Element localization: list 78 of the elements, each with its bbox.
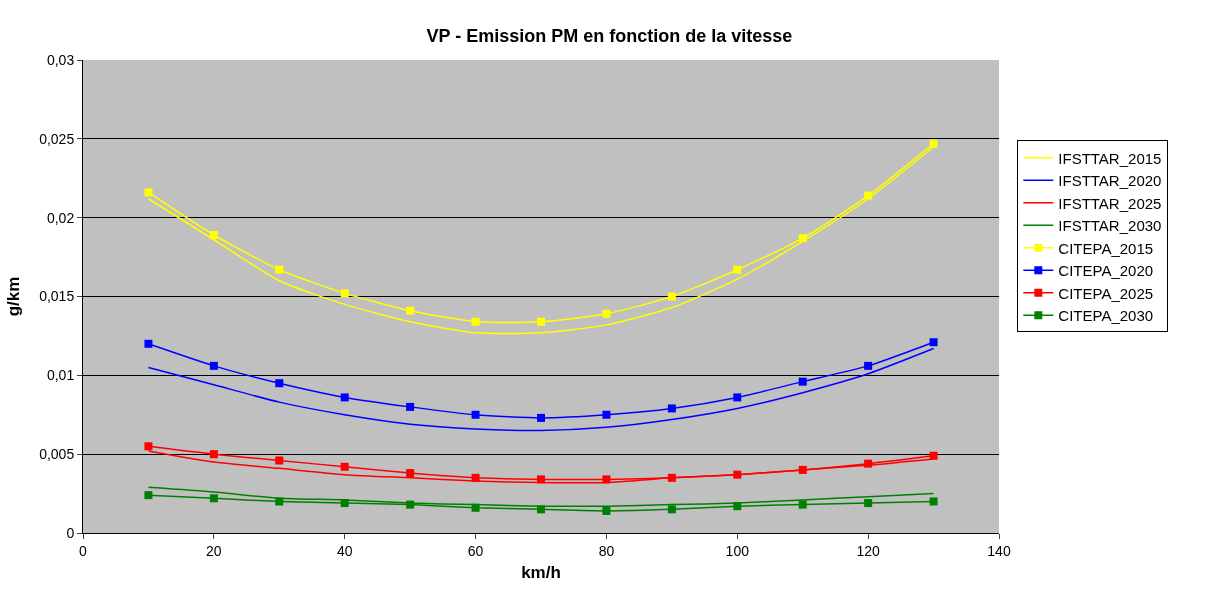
point [471, 410, 480, 419]
y-axis-title: g/km [3, 276, 23, 317]
point [537, 317, 545, 326]
legend-label: CITEPA_2020 [1058, 262, 1154, 280]
x-tick-label: 60 [467, 542, 484, 559]
point [275, 456, 284, 465]
point [733, 470, 742, 479]
y-tick-label: 0 [66, 524, 75, 541]
point [340, 462, 349, 471]
point [340, 499, 349, 508]
point [733, 502, 742, 511]
chart-title: VP - Emission PM en fonction de la vitesse [426, 26, 793, 47]
point [667, 505, 676, 514]
y-tick-label: 0,025 [39, 130, 75, 147]
point [864, 361, 873, 370]
point [537, 413, 545, 422]
point [602, 309, 611, 318]
point [798, 234, 807, 243]
point [602, 506, 611, 515]
point [340, 289, 349, 298]
y-tick-label: 0,005 [39, 446, 75, 463]
point [798, 500, 807, 509]
point [602, 410, 611, 419]
point [144, 491, 153, 500]
point [209, 450, 218, 459]
x-tick-label: 140 [987, 542, 1011, 559]
point [667, 473, 676, 482]
point [537, 505, 545, 514]
x-tick-label: 100 [725, 542, 750, 559]
x-axis-title: km/h [521, 563, 561, 583]
point [406, 306, 415, 315]
point [798, 465, 807, 474]
legend-label: CITEPA_2025 [1058, 284, 1154, 302]
point [275, 497, 284, 506]
point [471, 503, 480, 512]
point [929, 451, 938, 460]
point [144, 442, 153, 451]
point [929, 139, 938, 148]
x-tick-label: 120 [856, 542, 881, 559]
legend-label: IFSTTAR_2025 [1058, 194, 1162, 212]
point [667, 292, 676, 301]
point [733, 265, 742, 274]
legend-label: CITEPA_2015 [1058, 239, 1154, 257]
point [602, 475, 611, 484]
point [864, 499, 873, 508]
point [209, 494, 218, 503]
point [275, 379, 284, 388]
point [275, 265, 284, 274]
y-tick-label: 0,02 [46, 209, 75, 226]
point [144, 188, 153, 197]
point [864, 459, 873, 468]
point [406, 402, 415, 411]
point [798, 377, 807, 386]
point [144, 339, 153, 348]
point [209, 361, 218, 370]
point [537, 475, 545, 484]
point [864, 191, 873, 200]
point [929, 497, 938, 506]
legend-label: IFSTTAR_2015 [1058, 149, 1162, 167]
x-tick-label: 40 [336, 542, 353, 559]
x-tick-label: 0 [79, 542, 88, 559]
x-tick-label: 80 [598, 542, 615, 559]
point [406, 500, 415, 509]
legend-label: IFSTTAR_2020 [1058, 172, 1162, 190]
point [471, 317, 480, 326]
y-tick-label: 0,01 [46, 367, 75, 384]
point [471, 473, 480, 482]
y-tick-label: 0,03 [46, 51, 75, 68]
point [733, 393, 742, 402]
legend-label: IFSTTAR_2030 [1058, 217, 1162, 235]
legend-label: CITEPA_2030 [1058, 307, 1154, 325]
point [929, 338, 938, 347]
y-tick-label: 0,015 [39, 288, 75, 305]
point [406, 469, 415, 478]
point [340, 393, 349, 402]
x-tick-label: 20 [206, 542, 222, 559]
point [667, 404, 676, 413]
point [209, 231, 218, 240]
